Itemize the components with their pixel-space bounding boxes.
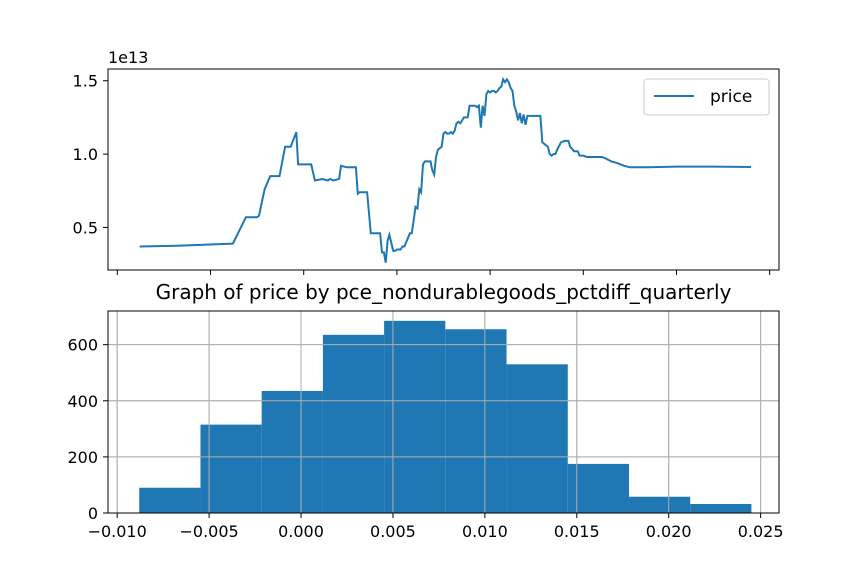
y-offset-label: 1e13	[108, 48, 148, 67]
histogram-title: Graph of price by pce_nondurablegoods_pc…	[156, 280, 732, 304]
x-tick-label: −0.005	[180, 522, 239, 541]
histogram-bars	[139, 320, 752, 513]
histogram-bar	[384, 320, 446, 513]
x-tick-label: 0.025	[738, 522, 784, 541]
y-tick-label: 400	[67, 392, 98, 411]
legend: price	[643, 78, 770, 116]
price-series-line	[139, 76, 752, 263]
histogram-bar	[322, 334, 385, 513]
histogram-ticks: 0 200 400 600 −0.010 −0.005 0.000 0.005 0.010 0.0…	[67, 336, 783, 541]
histogram-bar	[628, 496, 691, 513]
histogram-bar	[261, 390, 323, 513]
x-tick-label: 0.005	[370, 522, 416, 541]
legend-box	[643, 78, 770, 116]
histogram-bar	[506, 364, 568, 513]
histogram-bar	[690, 504, 752, 513]
line-chart-frame	[107, 68, 780, 271]
y-tick-label: 0	[88, 504, 98, 523]
line-chart: 0.5 1.0 1.5 1e13 price	[73, 48, 780, 275]
x-tick-label: 0.015	[554, 522, 600, 541]
histogram-bar	[445, 329, 507, 513]
x-tick-label: −0.010	[88, 522, 147, 541]
line-chart-ticks: 0.5 1.0 1.5	[73, 72, 771, 275]
histogram-chart: Graph of price by pce_nondurablegoods_pc…	[67, 280, 783, 541]
x-tick-label: 0.020	[646, 522, 692, 541]
histogram-frame	[107, 310, 780, 514]
histogram-bar	[567, 463, 629, 513]
legend-label-price: price	[710, 87, 752, 107]
x-tick-label: 0.010	[462, 522, 508, 541]
y-tick-label: 1.0	[73, 145, 98, 164]
histogram-bar	[200, 424, 262, 513]
y-tick-label: 600	[67, 336, 98, 355]
x-tick-label: 0.000	[278, 522, 324, 541]
y-tick-label: 200	[67, 448, 98, 467]
histogram-bar	[139, 487, 201, 513]
y-tick-label: 1.5	[73, 72, 98, 91]
y-tick-label: 0.5	[73, 218, 98, 237]
